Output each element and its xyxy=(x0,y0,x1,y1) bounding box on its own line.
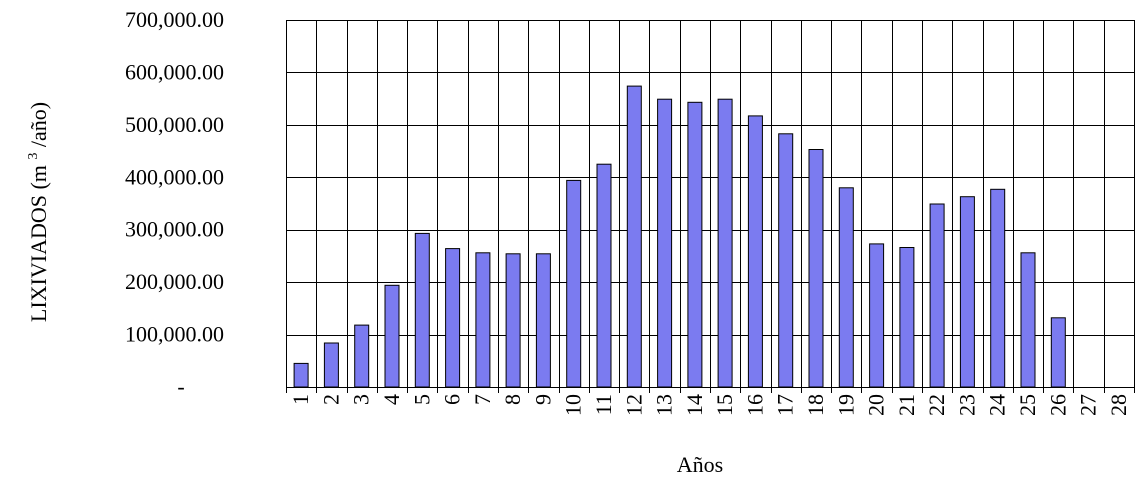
x-tick-label-25: 25 xyxy=(1015,394,1040,416)
x-tick-label-3: 3 xyxy=(349,394,374,405)
x-tick-label-28: 28 xyxy=(1106,394,1131,416)
bar-9 xyxy=(535,253,551,388)
x-tick-label-14: 14 xyxy=(682,394,707,416)
bar-11 xyxy=(596,163,612,388)
bars-layer xyxy=(293,85,1066,388)
x-tick-label-21: 21 xyxy=(894,394,919,416)
x-tick-label-12: 12 xyxy=(621,394,646,416)
bar-25 xyxy=(1020,252,1036,388)
x-tick-label-5: 5 xyxy=(409,394,434,405)
y-tick-label-6: 600,000.00 xyxy=(125,59,224,84)
x-tick-label-7: 7 xyxy=(470,394,495,405)
bar-13 xyxy=(657,98,673,388)
x-tick-label-11: 11 xyxy=(591,394,616,415)
bar-14 xyxy=(687,101,703,388)
y-tick-label-2: 200,000.00 xyxy=(125,269,224,294)
x-tick-label-23: 23 xyxy=(954,394,979,416)
y-tick-label-5: 500,000.00 xyxy=(125,112,224,137)
x-tick-label-6: 6 xyxy=(440,394,465,405)
grid-layer xyxy=(286,20,1135,393)
x-tick-label-1: 1 xyxy=(288,394,313,405)
bar-7 xyxy=(475,252,491,388)
x-tick-label-13: 13 xyxy=(652,394,677,416)
x-tick-label-15: 15 xyxy=(712,394,737,416)
y-tick-label-0: - xyxy=(177,374,184,399)
x-tick-label-20: 20 xyxy=(864,394,889,416)
bar-18 xyxy=(808,149,824,388)
x-tick-labels: 1 2 3 4 5 6 7 8 9 10 11 12 13 14 15 16 17 18 19 20 21 22 23 24 2… xyxy=(288,394,1131,416)
bar-20 xyxy=(869,243,885,388)
y-axis-title-tail: /año) xyxy=(26,102,51,147)
x-tick-label-27: 27 xyxy=(1076,394,1101,416)
bar-12 xyxy=(626,85,642,388)
x-tick-label-4: 4 xyxy=(379,394,404,405)
y-tick-label-1: 100,000.00 xyxy=(125,322,224,347)
x-tick-label-10: 10 xyxy=(561,394,586,416)
x-tick-label-8: 8 xyxy=(500,394,525,405)
y-tick-labels: - 100,000.00 200,000.00 300,000.00 400,000.0… xyxy=(125,7,224,399)
bar-17 xyxy=(778,133,794,388)
bar-24 xyxy=(990,188,1006,388)
x-tick-label-18: 18 xyxy=(803,394,828,416)
bar-26 xyxy=(1050,317,1066,388)
x-tick-label-26: 26 xyxy=(1045,394,1070,416)
bar-19 xyxy=(838,187,854,388)
bar-15 xyxy=(717,98,733,388)
bar-8 xyxy=(505,253,521,388)
bar-1 xyxy=(293,362,309,388)
bar-6 xyxy=(445,248,461,388)
x-tick-label-16: 16 xyxy=(742,394,767,416)
bar-3 xyxy=(354,324,370,388)
y-axis-title-main: LIXIVIADOS (m xyxy=(26,165,51,322)
y-tick-label-4: 400,000.00 xyxy=(125,164,224,189)
bar-16 xyxy=(747,115,763,388)
y-tick-label-3: 300,000.00 xyxy=(125,217,224,242)
y-tick-label-7: 700,000.00 xyxy=(125,7,224,32)
bar-10 xyxy=(566,179,582,388)
bar-2 xyxy=(323,342,339,388)
x-axis-title: Años xyxy=(677,452,723,477)
x-tick-label-24: 24 xyxy=(985,394,1010,416)
y-axis-title-superscript: 3 xyxy=(26,153,41,160)
bar-21 xyxy=(899,247,915,388)
bar-5 xyxy=(414,232,430,388)
bar-22 xyxy=(929,203,945,388)
x-tick-label-22: 22 xyxy=(924,394,949,416)
x-tick-label-9: 9 xyxy=(530,394,555,405)
x-tick-label-17: 17 xyxy=(773,394,798,416)
y-axis-title: LIXIVIADOS (m 3 /año) xyxy=(17,102,51,322)
bar-4 xyxy=(384,284,400,388)
x-tick-label-2: 2 xyxy=(318,394,343,405)
bar-23 xyxy=(959,196,975,388)
x-tick-label-19: 19 xyxy=(833,394,858,416)
